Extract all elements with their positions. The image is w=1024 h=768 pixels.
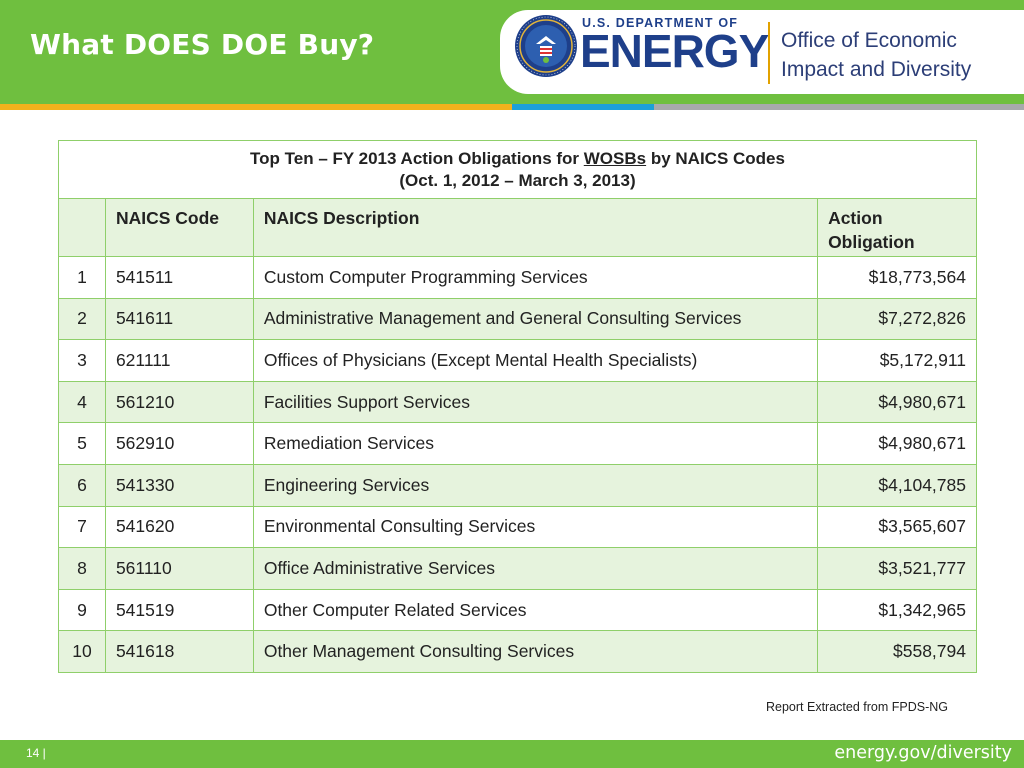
action-obligation-cell: $4,104,785: [817, 463, 977, 507]
rank-cell: 7: [58, 505, 106, 549]
table-header-row: NAICS Code NAICS Description Action Obli…: [58, 198, 977, 257]
table-row: 8 561110 Office Administrative Services $3,…: [58, 547, 977, 590]
naics-description-cell: Administrative Management and General Co…: [252, 297, 819, 341]
caption-suffix: by NAICS Codes: [646, 148, 785, 168]
column-header-rank: [58, 198, 106, 257]
naics-description-cell: Custom Computer Programming Services: [252, 256, 819, 299]
table-caption: Top Ten – FY 2013 Action Obligations for…: [58, 140, 977, 199]
page-title: What DOES DOE Buy?: [30, 28, 375, 61]
table-row: 9 541519 Other Computer Related Services $1…: [58, 588, 977, 632]
action-obligation-cell: $558,794: [817, 630, 977, 673]
accent-stripe-gray: [654, 104, 1024, 110]
naics-description-cell: Facilities Support Services: [252, 380, 819, 424]
naics-code-cell: 561210: [104, 380, 254, 424]
table-row: 2 541611 Administrative Management and Gen…: [58, 297, 977, 341]
logo-department-text: U.S. DEPARTMENT OF: [582, 16, 739, 30]
naics-description-cell: Other Management Consulting Services: [252, 630, 819, 673]
table-row: 7 541620 Environmental Consulting Services…: [58, 505, 977, 549]
table-row: 4 561210 Facilities Support Services $4,980…: [58, 380, 977, 424]
action-obligation-cell: $3,521,777: [817, 547, 977, 590]
rank-cell: 1: [58, 256, 106, 299]
rank-cell: 5: [58, 422, 106, 465]
naics-description-cell: Engineering Services: [252, 463, 819, 507]
naics-table: Top Ten – FY 2013 Action Obligations for…: [58, 140, 977, 673]
naics-description-cell: Environmental Consulting Services: [252, 505, 819, 549]
page-number: 14 |: [26, 746, 46, 760]
rank-cell: 8: [58, 547, 106, 590]
footer-url: energy.gov/diversity: [834, 743, 1012, 763]
column-header-naics-description: NAICS Description: [252, 198, 819, 257]
naics-code-cell: 541519: [104, 588, 254, 632]
caption-prefix: Top Ten – FY 2013 Action Obligations for: [250, 148, 584, 168]
naics-code-cell: 541330: [104, 463, 254, 507]
table-row: 10 541618 Other Management Consulting Serv…: [58, 630, 977, 673]
table-row: 1 541511 Custom Computer Programming Servi…: [58, 256, 977, 299]
naics-description-cell: Remediation Services: [252, 422, 819, 465]
office-name-line1: Office of Economic: [781, 29, 957, 52]
accent-stripe-yellow: [0, 104, 512, 110]
rank-cell: 9: [58, 588, 106, 632]
naics-code-cell: 561110: [104, 547, 254, 590]
action-obligation-cell: $4,980,671: [817, 422, 977, 465]
naics-code-cell: 541620: [104, 505, 254, 549]
rank-cell: 2: [58, 297, 106, 341]
naics-code-cell: 621111: [104, 339, 254, 382]
column-header-action-obligation: Action Obligation: [817, 198, 977, 257]
rank-cell: 6: [58, 463, 106, 507]
rank-cell: 10: [58, 630, 106, 673]
footer-bar: 14 | energy.gov/diversity: [0, 740, 1024, 768]
header-bar: What DOES DOE Buy? U.S. DEPARTMENT OF EN…: [0, 0, 1024, 104]
table-row: 6 541330 Engineering Services $4,104,785: [58, 463, 977, 507]
table-caption-row: Top Ten – FY 2013 Action Obligations for…: [58, 140, 977, 199]
action-obligation-cell: $5,172,911: [817, 339, 977, 382]
naics-code-cell: 541511: [104, 256, 254, 299]
naics-description-cell: Office Administrative Services: [252, 547, 819, 590]
naics-code-cell: 562910: [104, 422, 254, 465]
table-row: 5 562910 Remediation Services $4,980,671: [58, 422, 977, 465]
naics-code-cell: 541618: [104, 630, 254, 673]
table-row: 3 621111 Offices of Physicians (Except Men…: [58, 339, 977, 382]
doe-logo-panel: U.S. DEPARTMENT OF ENERGY Office of Econ…: [500, 10, 1024, 94]
action-obligation-cell: $1,342,965: [817, 588, 977, 632]
action-obligation-cell: $3,565,607: [817, 505, 977, 549]
column-header-naics-code: NAICS Code: [104, 198, 254, 257]
naics-description-cell: Other Computer Related Services: [252, 588, 819, 632]
caption-wosbs: WOSBs: [583, 148, 647, 168]
source-note: Report Extracted from FPDS-NG: [766, 700, 948, 714]
action-obligation-cell: $7,272,826: [817, 297, 977, 341]
action-obligation-cell: $18,773,564: [817, 256, 977, 299]
office-name: Office of Economic Impact and Diversity: [781, 26, 971, 84]
logo-energy-text: ENERGY: [580, 25, 769, 77]
rank-cell: 3: [58, 339, 106, 382]
logo-divider: [768, 22, 770, 84]
doe-seal-icon: [515, 15, 577, 77]
caption-date-range: (Oct. 1, 2012 – March 3, 2013): [399, 170, 636, 190]
accent-stripe-blue: [512, 104, 654, 110]
office-name-line2: Impact and Diversity: [781, 58, 972, 81]
naics-description-cell: Offices of Physicians (Except Mental Hea…: [252, 339, 819, 382]
naics-code-cell: 541611: [104, 297, 254, 341]
rank-cell: 4: [58, 380, 106, 424]
action-obligation-cell: $4,980,671: [817, 380, 977, 424]
